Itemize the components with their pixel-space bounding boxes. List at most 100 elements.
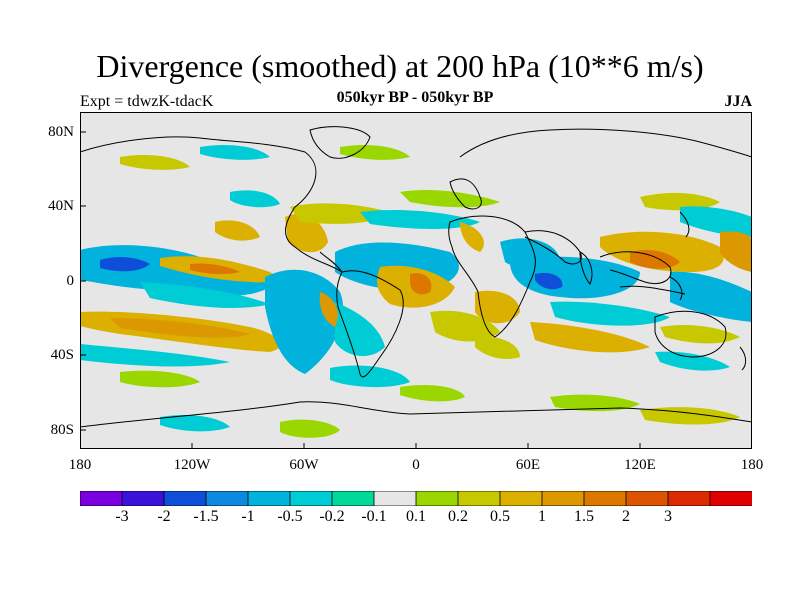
- negative-field: [680, 206, 752, 237]
- positive-field: [400, 190, 500, 208]
- colorbar-label: 3: [664, 508, 672, 525]
- positive-field: [319, 292, 338, 327]
- positive-field: [110, 318, 250, 338]
- lat-label-80s: 80S: [50, 422, 74, 438]
- coastline-europe-asia: [459, 128, 752, 158]
- positive-field: [290, 203, 390, 224]
- colorbar-swatch: [625, 491, 669, 506]
- colorbar-label: -0.1: [361, 508, 387, 525]
- coastline-arabia-india: [524, 230, 582, 265]
- colorbar-swatch: [80, 491, 123, 506]
- colorbar-label: -3: [115, 508, 129, 525]
- positive-field: [475, 336, 520, 359]
- positive-field: [660, 325, 740, 344]
- chart-title: Divergence (smoothed) at 200 hPa (10**6 …: [96, 48, 704, 84]
- positive-field: [475, 290, 520, 324]
- lon-label-0: 0: [412, 457, 420, 473]
- colorbar-swatch: [163, 491, 207, 506]
- coastline-europe: [449, 178, 482, 210]
- coastline-india: [579, 251, 593, 285]
- coastline-north-america: [80, 136, 343, 273]
- negative-field: [655, 351, 730, 371]
- colorbar-swatch: [709, 491, 752, 506]
- colorbar-label: -1.5: [193, 508, 219, 525]
- lat-tick-marks: [80, 131, 86, 431]
- colorbar-swatch: [331, 491, 375, 506]
- coastline-africa: [448, 215, 536, 338]
- positive-field: [280, 419, 340, 438]
- experiment-label: Expt = tdwzK-tdacK: [80, 93, 214, 110]
- positive-field: [120, 370, 200, 388]
- lon-label-120e: 120E: [624, 457, 656, 473]
- colorbar-label: -1: [241, 508, 255, 525]
- positive-field: [410, 273, 432, 295]
- positive-field: [285, 213, 328, 253]
- lat-label-eq: 0: [66, 273, 75, 289]
- negative-field: [330, 365, 410, 388]
- positive-field: [550, 394, 640, 412]
- negative-field: [200, 145, 270, 160]
- divergence-map: [80, 112, 752, 449]
- positive-field: [460, 222, 484, 252]
- negative-field: [670, 271, 752, 322]
- negative-field: [100, 257, 150, 272]
- colorbar-swatch: [247, 491, 291, 506]
- colorbar-label: 1: [538, 508, 546, 525]
- lon-label-60e: 60E: [515, 457, 541, 473]
- coastline-south-america: [336, 270, 404, 378]
- negative-field: [335, 302, 385, 357]
- colorbar-swatch: [289, 491, 333, 506]
- positive-field: [530, 322, 650, 353]
- positive-field: [640, 192, 720, 211]
- coastline-southeast-asia: [599, 251, 672, 285]
- lon-label-180e: 180: [740, 457, 764, 473]
- colorbar-label: 0.1: [406, 508, 426, 525]
- lon-label-120w: 120W: [173, 457, 211, 473]
- colorbar-swatch: [583, 491, 627, 506]
- positive-field: [215, 220, 260, 241]
- negative-field: [535, 272, 563, 290]
- divergence-fields: [80, 145, 752, 438]
- positive-field: [720, 231, 752, 272]
- coastline-new-zealand: [739, 346, 747, 371]
- period-label: 050kyr BP - 050kyr BP: [336, 89, 494, 106]
- negative-field: [360, 210, 480, 229]
- season-label: JJA: [724, 93, 752, 110]
- lon-label-180w: 180: [68, 457, 92, 473]
- negative-field: [550, 301, 670, 326]
- coastline-australia: [654, 310, 727, 358]
- colorbar: [80, 491, 752, 506]
- coastline-indonesia: [619, 276, 686, 301]
- colorbar-swatch: [121, 491, 165, 506]
- colorbar-label: 2: [622, 508, 630, 525]
- positive-field: [640, 407, 740, 425]
- coastline-japan: [679, 211, 690, 238]
- lat-label-40s: 40S: [50, 347, 74, 363]
- lon-tick-marks: [191, 443, 641, 449]
- lon-label-60w: 60W: [289, 457, 319, 473]
- colorbar-swatch: [205, 491, 249, 506]
- colorbar-label: -2: [157, 508, 171, 525]
- positive-field: [340, 145, 410, 160]
- colorbar-label: -0.5: [277, 508, 303, 525]
- colorbar-swatch: [667, 491, 711, 506]
- colorbar-label: 1.5: [574, 508, 594, 525]
- negative-field: [230, 190, 280, 208]
- negative-field: [510, 256, 640, 299]
- colorbar-label: 0.5: [490, 508, 510, 525]
- colorbar-label: 0.2: [448, 508, 468, 525]
- lat-label-80n: 80N: [48, 124, 74, 140]
- colorbar-swatch: [499, 491, 543, 506]
- negative-field: [80, 344, 230, 367]
- positive-field: [190, 263, 240, 275]
- colorbar-swatch: [541, 491, 585, 506]
- coastline-antarctica: [80, 401, 752, 428]
- colorbar-swatch: [415, 491, 459, 506]
- positive-field: [120, 155, 190, 170]
- positive-field: [400, 385, 465, 402]
- coastline-greenland: [309, 126, 371, 159]
- negative-field: [160, 415, 230, 432]
- coastlines: [80, 126, 752, 428]
- negative-field: [140, 282, 270, 309]
- colorbar-swatch: [373, 491, 417, 506]
